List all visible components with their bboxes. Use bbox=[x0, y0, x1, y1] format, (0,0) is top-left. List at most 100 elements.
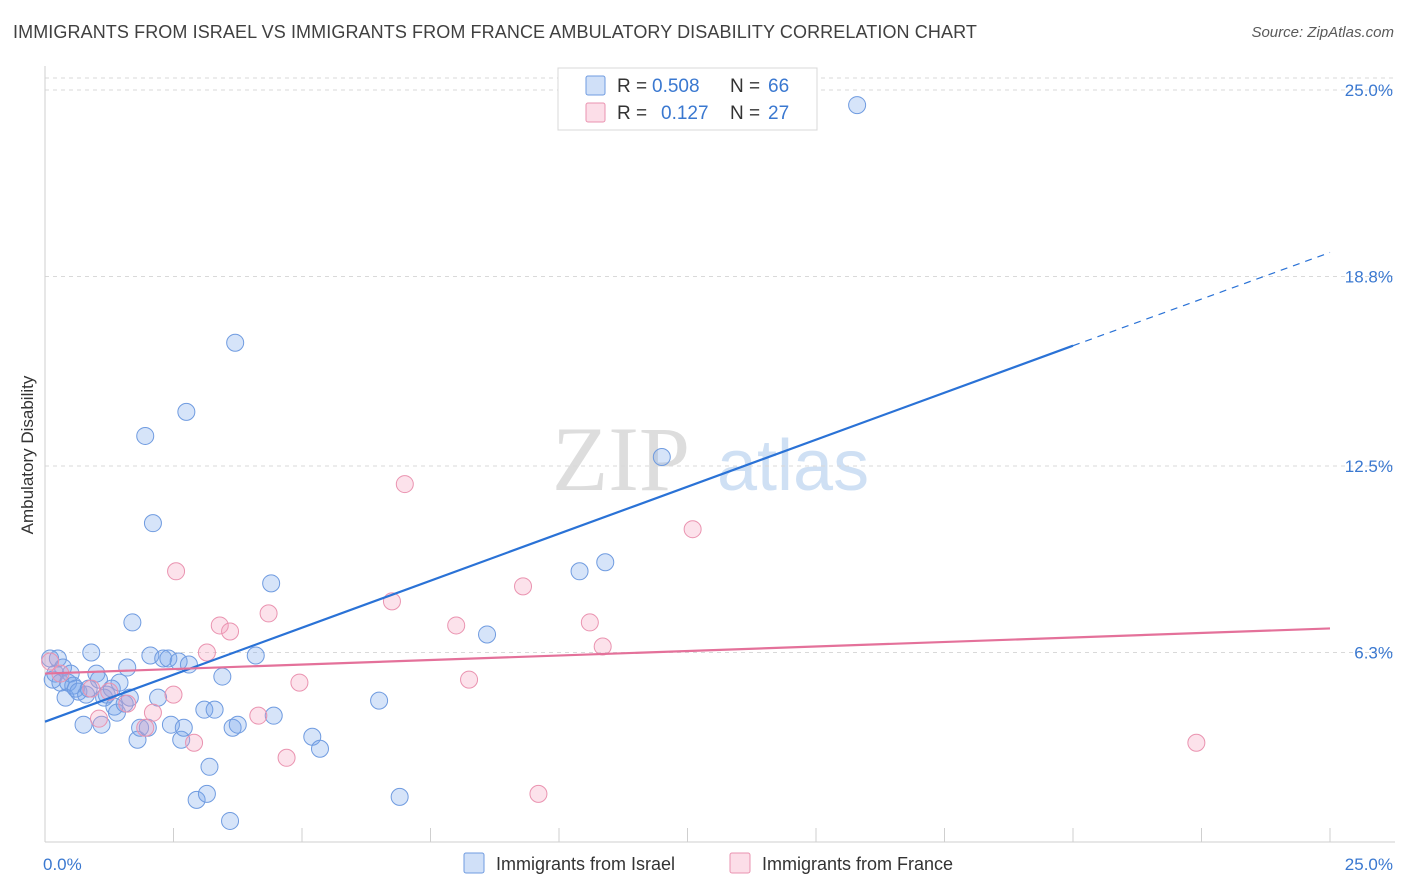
israel-point-36 bbox=[154, 649, 173, 668]
y-tick-label-3: 25.0% bbox=[1345, 81, 1393, 100]
bottom-legend-label-france: Immigrants from France bbox=[762, 854, 953, 874]
watermark: ZIP atlas bbox=[552, 408, 869, 510]
israel-point-28 bbox=[123, 613, 142, 632]
israel-point-24 bbox=[110, 673, 129, 692]
israel-point-53 bbox=[226, 333, 245, 352]
x-tick-label-min: 0.0% bbox=[43, 855, 82, 874]
legend-n-label: N = bbox=[730, 103, 760, 124]
bottom-legend-label-israel: Immigrants from Israel bbox=[496, 854, 675, 874]
legend-n-value: 27 bbox=[768, 103, 789, 124]
france-point-17 bbox=[290, 673, 309, 692]
legend-box bbox=[557, 67, 818, 131]
france-point-8 bbox=[164, 685, 183, 704]
gridlines bbox=[45, 77, 1395, 654]
france-point-12 bbox=[210, 616, 229, 635]
israel-point-46 bbox=[197, 784, 216, 803]
israel-point-10 bbox=[66, 679, 85, 698]
france-point-15 bbox=[259, 604, 278, 623]
bottom-legend-swatch-france bbox=[729, 852, 751, 874]
bottom-legend: Immigrants from Israel Immigrants from F… bbox=[463, 852, 953, 874]
israel-point-52 bbox=[228, 715, 247, 734]
series-france-points bbox=[41, 475, 1206, 803]
france-point-20 bbox=[447, 616, 466, 635]
legend-r-label: R = bbox=[617, 76, 647, 97]
israel-point-50 bbox=[221, 811, 240, 830]
france-point-14 bbox=[249, 706, 268, 725]
france-point-7 bbox=[143, 703, 162, 722]
france-point-16 bbox=[277, 748, 296, 767]
israel-point-15 bbox=[82, 643, 101, 662]
y-tick-label-1: 12.5% bbox=[1345, 457, 1393, 476]
france-point-9 bbox=[167, 562, 186, 581]
israel-point-39 bbox=[169, 652, 188, 671]
israel-point-35 bbox=[149, 688, 168, 707]
france-point-27 bbox=[1187, 733, 1206, 752]
israel-point-56 bbox=[264, 706, 283, 725]
legend-n-label: N = bbox=[730, 76, 760, 97]
israel-point-60 bbox=[390, 787, 409, 806]
israel-point-23 bbox=[107, 703, 126, 722]
israel-point-12 bbox=[74, 715, 93, 734]
france-point-25 bbox=[593, 637, 612, 656]
israel-point-48 bbox=[205, 700, 224, 719]
y-tick-label-2: 18.8% bbox=[1345, 268, 1393, 287]
france-point-3 bbox=[89, 709, 108, 728]
israel-point-42 bbox=[177, 402, 196, 421]
israel-point-31 bbox=[136, 426, 155, 445]
israel-point-44 bbox=[187, 790, 206, 809]
legend-r-value: 0.508 bbox=[652, 76, 700, 97]
france-trend-line bbox=[44, 627, 1331, 675]
israel-point-47 bbox=[200, 757, 219, 776]
axes bbox=[44, 66, 1395, 843]
israel-point-34 bbox=[143, 514, 162, 533]
france-point-13 bbox=[221, 622, 240, 641]
france-point-22 bbox=[514, 577, 533, 596]
france-point-24 bbox=[580, 613, 599, 632]
israel-point-49 bbox=[213, 667, 232, 686]
source-label: Source: ZipAtlas.com bbox=[1251, 24, 1394, 41]
israel-point-41 bbox=[174, 718, 193, 737]
israel-point-61 bbox=[478, 625, 497, 644]
x-tick-labels: 0.0% 25.0% bbox=[43, 855, 1393, 874]
france-point-6 bbox=[136, 718, 155, 737]
france-point-5 bbox=[118, 694, 137, 713]
watermark-zip: ZIP bbox=[552, 408, 690, 510]
trend-lines bbox=[44, 251, 1331, 723]
israel-point-63 bbox=[596, 553, 615, 572]
israel-point-54 bbox=[246, 646, 265, 665]
israel-point-45 bbox=[195, 700, 214, 719]
israel-point-9 bbox=[64, 676, 83, 695]
israel-point-55 bbox=[262, 574, 281, 593]
france-point-10 bbox=[185, 733, 204, 752]
france-point-0 bbox=[41, 652, 60, 671]
israel-point-26 bbox=[118, 658, 137, 677]
france-point-23 bbox=[529, 784, 548, 803]
israel-trend-extension bbox=[1072, 251, 1331, 347]
legend: R = 0.508 N = 66 R = 0.127 N = 27 bbox=[557, 67, 818, 131]
chart-title: IMMIGRANTS FROM ISRAEL VS IMMIGRANTS FRO… bbox=[13, 22, 977, 42]
israel-point-64 bbox=[652, 448, 671, 466]
france-point-11 bbox=[197, 643, 216, 662]
bottom-legend-swatch-israel bbox=[463, 852, 485, 874]
israel-point-65 bbox=[848, 96, 867, 115]
legend-swatch-israel bbox=[585, 75, 606, 96]
israel-point-58 bbox=[310, 739, 329, 758]
france-point-21 bbox=[460, 670, 479, 689]
y-tick-labels: 6.3% 12.5% 18.8% 25.0% bbox=[1345, 81, 1393, 662]
israel-trend-line bbox=[44, 344, 1074, 723]
israel-point-59 bbox=[370, 691, 389, 710]
france-point-2 bbox=[82, 679, 101, 698]
x-tick-label-max: 25.0% bbox=[1345, 855, 1393, 874]
y-tick-label-0: 6.3% bbox=[1354, 644, 1393, 663]
legend-r-value: 0.127 bbox=[661, 103, 709, 124]
france-point-26 bbox=[683, 520, 702, 539]
legend-r-label: R = bbox=[617, 103, 647, 124]
israel-point-51 bbox=[223, 718, 242, 737]
legend-swatch-france bbox=[585, 102, 606, 123]
israel-point-30 bbox=[131, 718, 150, 737]
legend-n-value: 66 bbox=[768, 76, 789, 97]
france-point-19 bbox=[395, 475, 414, 494]
israel-point-62 bbox=[570, 562, 589, 581]
israel-point-37 bbox=[159, 649, 178, 668]
